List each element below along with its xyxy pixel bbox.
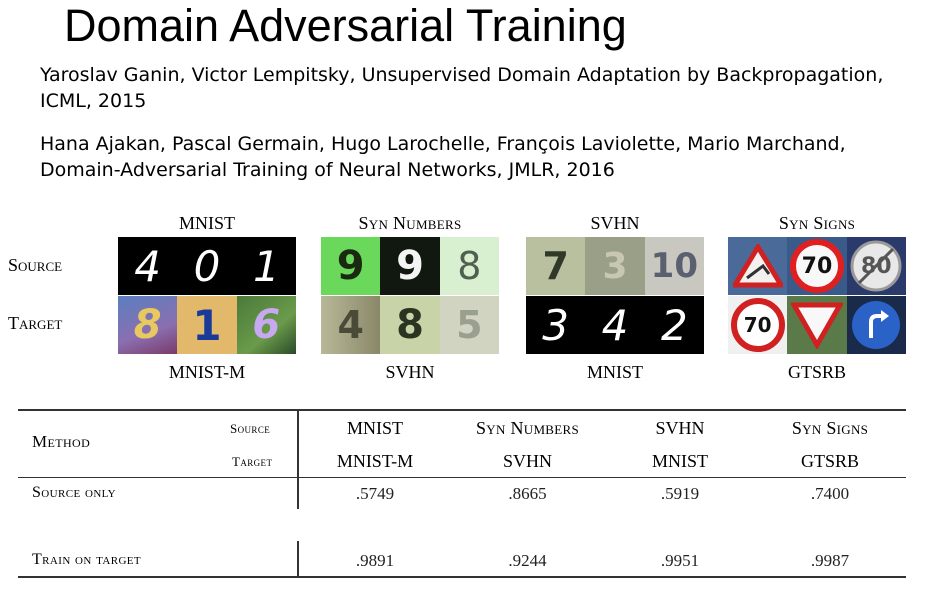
mnist-m-samples: 8 1 6 — [118, 296, 296, 354]
citation-line: Hana Ajakan, Pascal Germain, Hugo Laroch… — [40, 133, 846, 155]
citation-ganin: Yaroslav Ganin, Victor Lempitsky, Unsupe… — [40, 62, 883, 114]
sample-image: 3 — [585, 237, 645, 295]
sample-image: 8 — [380, 296, 440, 354]
warning-sign-icon — [732, 244, 783, 288]
dataset-label-mnist-target: MNIST — [586, 362, 643, 382]
speed-limit-sign-icon — [789, 239, 844, 293]
table-cell: .5919 — [660, 484, 700, 503]
table-cell: .8665 — [508, 484, 547, 503]
table-vertical-rule — [297, 411, 299, 509]
mnist-target-samples: 3 4 2 — [526, 296, 704, 354]
table-col-target: MNIST — [651, 451, 708, 471]
table-vertical-rule — [297, 541, 299, 576]
sample-image: 1 — [177, 296, 237, 354]
citation-line: Domain-Adversarial Training of Neural Ne… — [40, 159, 615, 181]
table-header-source: Source — [230, 421, 271, 436]
sample-image — [728, 237, 788, 295]
table-col-target: SVHN — [502, 451, 552, 471]
mnist-samples: 4 0 1 — [118, 237, 296, 295]
sample-image: 4 — [321, 296, 381, 354]
row-label-source: Source — [8, 255, 63, 275]
dataset-label-svhn: SVHN — [385, 362, 435, 382]
table-cell: .9987 — [810, 551, 850, 570]
table-col-source: Syn Signs — [791, 418, 869, 438]
sample-image: 2 — [644, 296, 704, 354]
table-header-method: Method — [32, 432, 91, 451]
speed-limit-end-sign-icon — [850, 240, 902, 292]
sample-image: 8 — [439, 237, 499, 295]
table-col-target: MNIST-M — [336, 451, 414, 471]
table-col-source: SVHN — [655, 418, 705, 438]
svhn-source-samples: 7 3 10 — [526, 237, 704, 295]
citation-ajakan: Hana Ajakan, Pascal Germain, Hugo Laroch… — [40, 131, 846, 183]
speed-limit-sign-icon — [730, 298, 785, 352]
table-col-target: GTSRB — [800, 451, 860, 471]
sample-image: 9 — [321, 237, 381, 295]
table-bottom-rule — [18, 576, 906, 578]
sample-image: 7 — [526, 237, 586, 295]
table-col-source: MNIST — [346, 418, 403, 438]
syn-numbers-samples: 9 9 8 — [321, 237, 499, 295]
sample-image: 70 — [728, 296, 788, 354]
dataset-label-gtsrb: GTSRB — [787, 362, 847, 382]
sample-image: 5 — [439, 296, 499, 354]
table-header-target: Target — [232, 454, 273, 469]
table-top-rule — [18, 409, 906, 411]
table-col-source: Syn Numbers — [475, 418, 580, 438]
sample-image: 10 — [644, 237, 704, 295]
sample-image — [787, 296, 847, 354]
table-cell: .7400 — [810, 484, 850, 503]
row-label-target: Target — [8, 313, 63, 333]
sample-image — [846, 296, 906, 354]
table-cell: .9951 — [660, 551, 700, 570]
table-cell: .5749 — [355, 484, 395, 503]
slide-title: Domain Adversarial Training — [64, 0, 627, 51]
table-header-rule — [18, 477, 906, 478]
sample-image: 3 — [526, 296, 586, 354]
table-cell: .9891 — [355, 551, 395, 570]
table-cell: .9244 — [508, 551, 547, 570]
citation-line: ICML, 2015 — [40, 90, 147, 112]
sample-image: 8 — [118, 296, 178, 354]
dataset-label-syn-numbers: Syn Numbers — [358, 213, 462, 233]
table-row-method: Source only — [32, 484, 117, 501]
dataset-label-mnist-m: MNIST-M — [168, 362, 246, 382]
gtsrb-samples: 70 — [728, 296, 906, 354]
dataset-label-syn-signs: Syn Signs — [778, 213, 856, 233]
sample-image: 1 — [236, 237, 296, 295]
sample-image: 4 — [585, 296, 645, 354]
sample-image: 4 — [118, 237, 178, 295]
sample-image: 70 — [787, 237, 847, 295]
citation-line: Yaroslav Ganin, Victor Lempitsky, Unsupe… — [40, 64, 884, 86]
sample-image: 0 — [177, 237, 237, 295]
dataset-label-mnist: MNIST — [178, 213, 235, 233]
yield-sign-icon — [790, 302, 843, 349]
svhn-samples: 4 8 5 — [321, 296, 499, 354]
syn-signs-samples: 70 80 — [728, 237, 906, 295]
turn-right-sign-icon — [852, 301, 901, 349]
table-row-method: Train on target — [32, 551, 142, 568]
sample-image: 9 — [380, 237, 440, 295]
sample-image: 80 — [846, 237, 906, 295]
dataset-label-svhn-source: SVHN — [590, 213, 640, 233]
sample-image: 6 — [236, 296, 296, 354]
